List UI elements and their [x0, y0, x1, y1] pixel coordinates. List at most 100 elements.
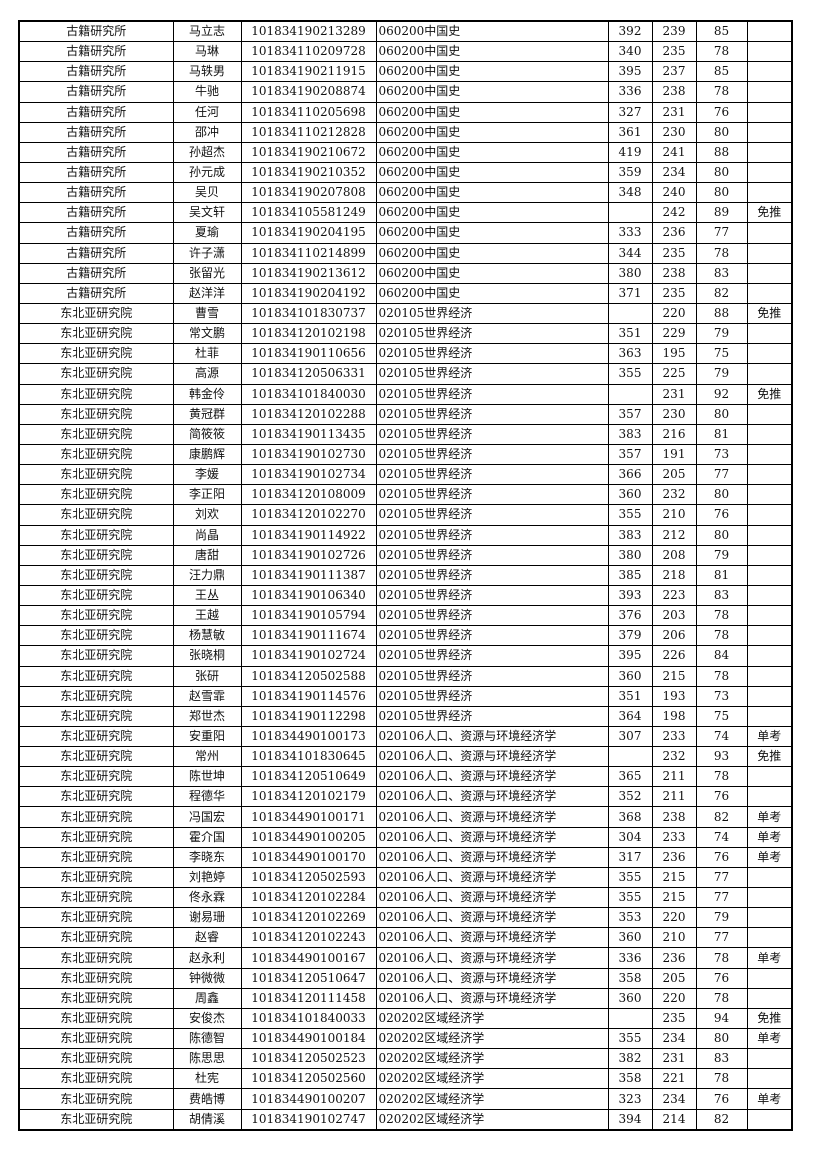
remark-cell: [746, 403, 793, 425]
remark-cell: [746, 645, 793, 667]
remark-cell: [746, 41, 793, 63]
department-cell: 古籍研究所: [18, 61, 174, 83]
remark-cell: 免推: [746, 202, 793, 224]
initial-score-cell: 351: [607, 685, 653, 707]
name-cell: 汪力鼎: [172, 564, 242, 586]
exam-id-cell: 101834190208874: [240, 81, 377, 103]
table-row: 东北亚研究院 胡倩溪 101834190102747 020202区域经济学 394 21…: [18, 1108, 793, 1131]
exam-id-cell: 101834190207808: [240, 182, 377, 204]
exam-id-cell: 101834190213289: [240, 20, 377, 43]
initial-score-cell: 352: [607, 786, 653, 808]
exam-id-cell: 101834190106340: [240, 584, 377, 607]
name-cell: 王丛: [172, 584, 242, 607]
initial-score-cell: 392: [607, 20, 653, 43]
name-cell: 陈思思: [172, 1048, 242, 1070]
subtotal-score-cell: 225: [651, 363, 697, 385]
department-cell: 东北亚研究院: [18, 443, 174, 466]
table-row: 东北亚研究院 陈世坤 101834120510649 020106人口、资源与环境经济…: [18, 766, 793, 788]
initial-score-cell: 379: [607, 625, 653, 647]
major-cell: 020106人口、资源与环境经济学: [375, 766, 609, 788]
exam-id-cell: 101834190102726: [240, 544, 377, 566]
major-cell: 020202区域经济学: [375, 1068, 609, 1090]
name-cell: 马琳: [172, 41, 242, 63]
exam-id-cell: 101834490100167: [240, 947, 377, 969]
exam-id-cell: 101834105581249: [240, 202, 377, 224]
remark-cell: 免推: [746, 383, 793, 405]
initial-score-cell: 361: [607, 121, 653, 143]
initial-score-cell: 383: [607, 423, 653, 445]
department-cell: 古籍研究所: [18, 262, 174, 284]
initial-score-cell: 385: [607, 564, 653, 586]
subtotal-score-cell: 238: [651, 806, 697, 828]
major-cell: 020105世界经济: [375, 605, 609, 627]
table-row: 东北亚研究院 王越 101834190105794 020105世界经济 376 203 7…: [18, 605, 793, 627]
interview-score-cell: 88: [695, 302, 748, 325]
major-cell: 020202区域经济学: [375, 1028, 609, 1050]
major-cell: 020105世界经济: [375, 443, 609, 466]
interview-score-cell: 76: [695, 846, 748, 868]
interview-score-cell: 78: [695, 766, 748, 788]
exam-id-cell: 101834190113435: [240, 423, 377, 445]
subtotal-score-cell: 195: [651, 343, 697, 365]
subtotal-score-cell: 235: [651, 41, 697, 63]
subtotal-score-cell: 211: [651, 766, 697, 788]
name-cell: 郑世杰: [172, 705, 242, 727]
table-row: 东北亚研究院 佟永霖 101834120102284 020106人口、资源与环境经济…: [18, 887, 793, 909]
department-cell: 古籍研究所: [18, 81, 174, 103]
initial-score-cell: 355: [607, 1028, 653, 1050]
subtotal-score-cell: 231: [651, 383, 697, 405]
remark-cell: [746, 625, 793, 647]
name-cell: 李晓东: [172, 846, 242, 868]
remark-cell: [746, 887, 793, 909]
department-cell: 东北亚研究院: [18, 464, 174, 486]
subtotal-score-cell: 237: [651, 61, 697, 83]
major-cell: 060200中国史: [375, 242, 609, 264]
exam-id-cell: 101834190204192: [240, 282, 377, 304]
name-cell: 吴文轩: [172, 202, 242, 224]
name-cell: 韩金伶: [172, 383, 242, 405]
remark-cell: 免推: [746, 746, 793, 768]
table-row: 东北亚研究院 谢易珊 101834120102269 020106人口、资源与环境经济…: [18, 907, 793, 929]
initial-score-cell: 348: [607, 182, 653, 204]
remark-cell: [746, 423, 793, 445]
department-cell: 东北亚研究院: [18, 564, 174, 586]
table-row: 东北亚研究院 韩金伶 101834101840030 020105世界经济 231 92 免…: [18, 383, 793, 405]
initial-score-cell: 358: [607, 1068, 653, 1090]
major-cell: 020105世界经济: [375, 625, 609, 647]
subtotal-score-cell: 240: [651, 182, 697, 204]
initial-score-cell: 357: [607, 443, 653, 466]
major-cell: 020105世界经济: [375, 403, 609, 425]
table-row: 东北亚研究院 王丛 101834190106340 020105世界经济 393 223 8…: [18, 584, 793, 607]
interview-score-cell: 76: [695, 967, 748, 989]
remark-cell: 单考: [746, 826, 793, 848]
interview-score-cell: 77: [695, 866, 748, 889]
remark-cell: [746, 323, 793, 345]
exam-id-cell: 101834190105794: [240, 605, 377, 627]
remark-cell: [746, 564, 793, 586]
initial-score-cell: 355: [607, 866, 653, 889]
table-row: 东北亚研究院 郑世杰 101834190112298 020105世界经济 364 198…: [18, 705, 793, 727]
remark-cell: [746, 464, 793, 486]
major-cell: 020105世界经济: [375, 323, 609, 345]
interview-score-cell: 78: [695, 81, 748, 103]
exam-id-cell: 101834190102734: [240, 464, 377, 486]
interview-score-cell: 77: [695, 887, 748, 909]
exam-id-cell: 101834190213612: [240, 262, 377, 284]
exam-id-cell: 101834190112298: [240, 705, 377, 727]
interview-score-cell: 80: [695, 524, 748, 546]
table-row: 东北亚研究院 张研 101834120502588 020105世界经济 360 215 7…: [18, 665, 793, 687]
remark-cell: [746, 786, 793, 808]
initial-score-cell: 353: [607, 907, 653, 929]
major-cell: 020202区域经济学: [375, 1048, 609, 1070]
interview-score-cell: 89: [695, 202, 748, 224]
table-row: 古籍研究所 孙超杰 101834190210672 060200中国史 419 241 88: [18, 141, 793, 163]
subtotal-score-cell: 220: [651, 302, 697, 325]
table-row: 东北亚研究院 安重阳 101834490100173 020106人口、资源与环境经济…: [18, 725, 793, 748]
initial-score-cell: [607, 746, 653, 768]
initial-score-cell: 395: [607, 61, 653, 83]
interview-score-cell: 82: [695, 1108, 748, 1131]
initial-score-cell: 365: [607, 766, 653, 788]
table-row: 古籍研究所 吴文轩 101834105581249 060200中国史 242 89 免推: [18, 202, 793, 224]
remark-cell: 单考: [746, 806, 793, 828]
major-cell: 020106人口、资源与环境经济学: [375, 927, 609, 949]
